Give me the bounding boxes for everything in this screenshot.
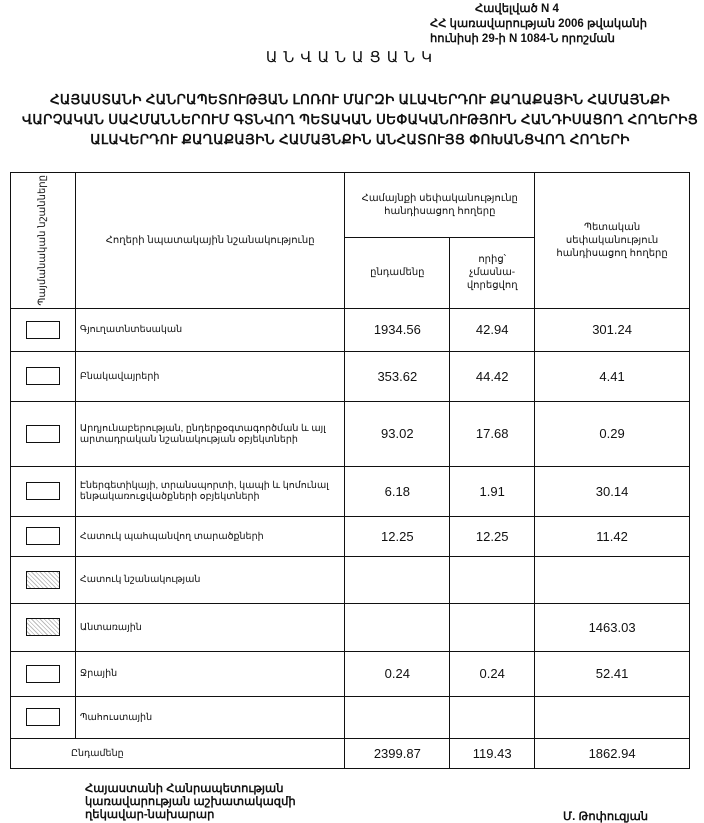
- row-label: Բնակավայրերի: [74, 350, 346, 402]
- row-total: [344, 695, 451, 739]
- row-of-which: [449, 555, 536, 604]
- signatory-position: Հայաստանի Հանրապետության կառավարության ա…: [85, 783, 296, 822]
- table-row: Էներգետիկայի, տրանսպորտի, կապի և կոմունա…: [10, 465, 690, 517]
- table-row: Հատուկ նշանակության: [10, 555, 690, 604]
- row-state: 1463.03: [534, 602, 690, 652]
- totals-state: 1862.94: [534, 737, 690, 769]
- totals-of-which: 119.43: [449, 737, 536, 769]
- row-label: Անտառային: [74, 602, 346, 652]
- legend-symbol-cell: [10, 695, 76, 739]
- header-state: Պետական սեփականություն հանդիսացող հողերը: [534, 172, 690, 309]
- row-of-which: 17.68: [449, 400, 536, 467]
- table-row: Գյուղատնտեսական 1934.56 42.94 301.24: [10, 307, 690, 352]
- legend-symbol-icon: [25, 320, 60, 339]
- annex-line: Հավելված N 4: [475, 3, 559, 15]
- legend-symbol-icon: [25, 482, 60, 501]
- table-row: Բնակավայրերի 353.62 44.42 4.41: [10, 350, 690, 402]
- row-of-which: 12.25: [449, 515, 536, 557]
- table-row: Ջրային 0.24 0.24 52.41: [10, 650, 690, 697]
- totals-row: Ընդամենը 2399.87 119.43 1862.94: [9, 737, 690, 769]
- row-of-which: [449, 695, 536, 739]
- totals-total: 2399.87: [344, 737, 451, 769]
- row-total: 6.18: [344, 465, 451, 517]
- row-of-which: 42.94: [449, 307, 536, 352]
- row-state: 4.41: [534, 350, 690, 402]
- legend-symbol-icon: [25, 708, 60, 727]
- table-row: Հատուկ պահպանվող տարածքների 12.25 12.25 …: [10, 515, 690, 557]
- row-label: Էներգետիկայի, տրանսպորտի, կապի և կոմունա…: [74, 465, 346, 517]
- row-total: 93.02: [344, 400, 451, 467]
- annex-line: ՀՀ կառավարության 2006 թվականի: [430, 18, 648, 30]
- document-subtitle: ՀԱՅԱՍՏԱՆԻ ՀԱՆՐԱՊԵՏՈՒԹՅԱՆ ԼՈՌՈՒ ՄԱՐԶԻ ԱԼԱ…: [21, 92, 699, 147]
- header-symbols: Պայմանական նշանները: [10, 172, 76, 309]
- table-row: Արդյունաբերության, ընդերքօգտագործման և ա…: [10, 400, 690, 467]
- row-total: 12.25: [344, 515, 451, 557]
- row-total: 353.62: [344, 350, 451, 402]
- row-state: 0.29: [534, 400, 690, 467]
- header-community: Համայնքի սեփականությունը հանդիսացող հողե…: [344, 171, 536, 239]
- row-state: 11.42: [534, 515, 690, 557]
- row-of-which: 44.42: [449, 350, 536, 402]
- row-label: Պահուստային: [74, 695, 346, 739]
- legend-symbol-icon: [25, 618, 60, 637]
- row-of-which: [449, 602, 536, 652]
- row-total: 1934.56: [344, 307, 451, 352]
- row-state: [534, 555, 690, 604]
- header-of-which: որից՝ չմասնա-վորեցվող: [449, 237, 536, 309]
- row-total: [344, 555, 451, 604]
- header-purpose: Հողերի նպատակային նշանակությունը: [74, 172, 346, 309]
- legend-symbol-cell: [10, 307, 76, 352]
- legend-symbol-cell: [10, 350, 76, 402]
- row-total: [344, 602, 451, 652]
- legend-symbol-icon: [25, 367, 60, 386]
- document-title: ԱՆՎԱՆԱՑԱՆԿ: [265, 49, 439, 66]
- footer-line: ղեկավար-նախարար: [85, 809, 215, 821]
- legend-symbol-cell: [10, 400, 76, 467]
- table-row: Պահուստային: [10, 695, 690, 739]
- legend-symbol-cell: [10, 465, 76, 517]
- header-total: ընդամենը: [344, 237, 451, 309]
- row-label: Հատուկ պահպանվող տարածքների: [74, 515, 346, 557]
- legend-symbol-cell: [10, 650, 76, 697]
- row-total: 0.24: [344, 650, 451, 697]
- land-table: Պայմանական նշանները Հողերի նպատակային նշ…: [9, 171, 690, 769]
- totals-label: Ընդամենը: [9, 737, 346, 769]
- legend-symbol-cell: [10, 555, 76, 604]
- footer-line: Հայաստանի Հանրապետության: [85, 783, 284, 795]
- legend-symbol-icon: [25, 527, 60, 546]
- row-of-which: 0.24: [449, 650, 536, 697]
- row-label: Արդյունաբերության, ընդերքօգտագործման և ա…: [74, 400, 346, 467]
- legend-symbol-icon: [25, 570, 60, 589]
- row-state: 301.24: [534, 307, 690, 352]
- row-label: Հատուկ նշանակության: [74, 555, 346, 604]
- annex-reference: Հավելված N 4 ՀՀ կառավարության 2006 թվակա…: [430, 2, 700, 47]
- row-state: 30.14: [534, 465, 690, 517]
- row-label: Ջրային: [74, 650, 346, 697]
- signatory-name: Մ. Թոփուզյան: [563, 811, 649, 823]
- row-state: 52.41: [534, 650, 690, 697]
- table-row: Անտառային 1463.03: [10, 602, 690, 652]
- legend-symbol-cell: [10, 515, 76, 557]
- annex-line: հունիսի 29-ի N 1084-Ն որոշման: [430, 33, 615, 45]
- legend-symbol-icon: [25, 424, 60, 443]
- row-label: Գյուղատնտեսական: [74, 307, 346, 352]
- footer-line: կառավարության աշխատակազմի: [85, 796, 296, 808]
- row-state: [534, 695, 690, 739]
- row-of-which: 1.91: [449, 465, 536, 517]
- legend-symbol-icon: [25, 664, 60, 683]
- legend-symbol-cell: [10, 602, 76, 652]
